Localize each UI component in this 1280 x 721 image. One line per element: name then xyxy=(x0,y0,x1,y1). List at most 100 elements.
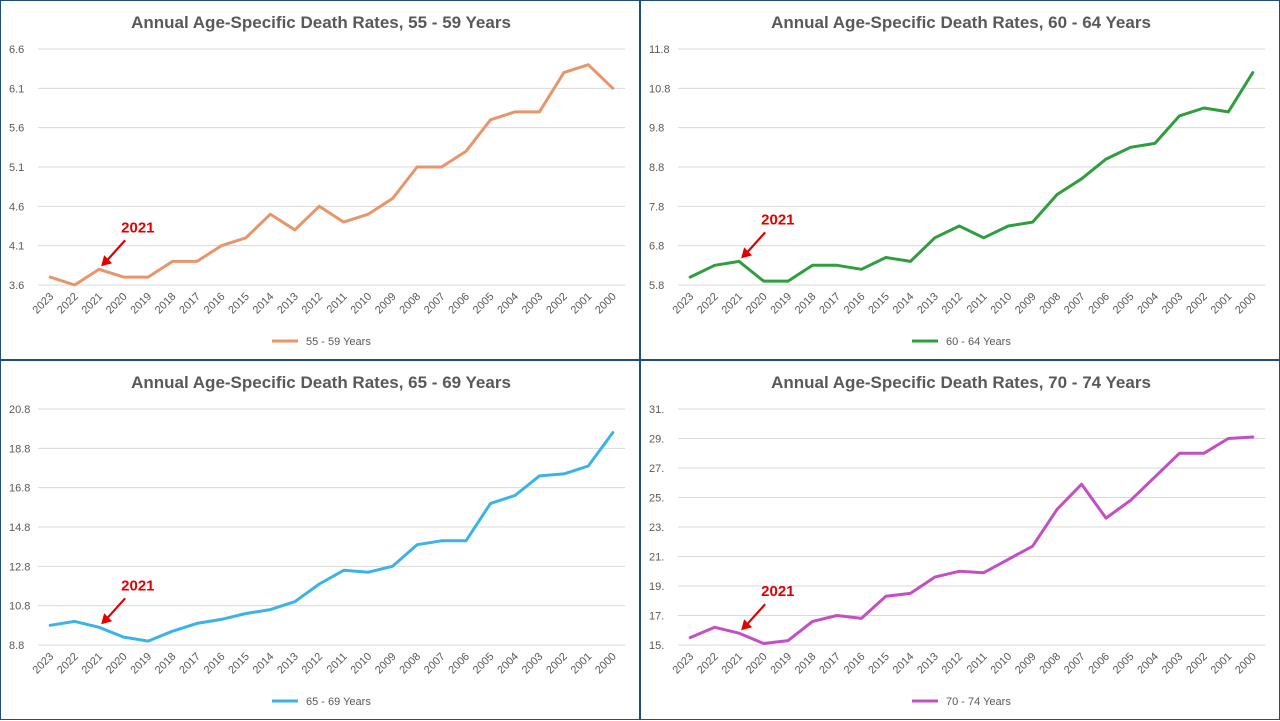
y-tick-label: 15. xyxy=(649,640,664,652)
y-tick-label: 10.8 xyxy=(9,601,30,613)
x-tick-label: 2020 xyxy=(744,291,770,317)
chart-panel-55-59: Annual Age-Specific Death Rates, 55 - 59… xyxy=(0,0,640,360)
x-tick-label: 2011 xyxy=(965,291,990,316)
x-tick-label: 2011 xyxy=(325,291,350,316)
legend-label: 65 - 69 Years xyxy=(306,696,371,708)
y-tick-label: 8.8 xyxy=(9,640,24,652)
x-tick-label: 2008 xyxy=(1037,291,1063,317)
x-tick-label: 2008 xyxy=(397,291,423,317)
chart-title: Annual Age-Specific Death Rates, 55 - 59… xyxy=(131,13,511,32)
x-tick-label: 2012 xyxy=(940,651,966,677)
annotation-label: 2021 xyxy=(121,577,154,594)
x-tick-label: 2015 xyxy=(866,291,892,317)
annotation-arrow-head xyxy=(741,619,753,631)
y-tick-label: 6.1 xyxy=(9,83,24,95)
x-tick-label: 2020 xyxy=(104,651,130,677)
x-tick-label: 2000 xyxy=(1233,651,1259,677)
series-line xyxy=(48,63,615,287)
x-tick-label: 2019 xyxy=(768,651,794,677)
x-tick-label: 2022 xyxy=(55,651,81,677)
x-tick-label: 2008 xyxy=(397,651,423,677)
x-tick-label: 2002 xyxy=(1184,651,1210,677)
series-line xyxy=(688,435,1255,645)
x-tick-label: 2023 xyxy=(31,291,57,317)
y-tick-label: 16.8 xyxy=(9,483,30,495)
y-tick-label: 31. xyxy=(649,404,664,416)
x-tick-label: 2020 xyxy=(744,651,770,677)
chart-panel-65-69: Annual Age-Specific Death Rates, 65 - 69… xyxy=(0,360,640,720)
x-tick-label: 2002 xyxy=(544,651,570,677)
y-tick-label: 12.8 xyxy=(9,561,30,573)
y-tick-label: 5.6 xyxy=(9,123,24,135)
x-tick-label: 2015 xyxy=(866,651,892,677)
x-tick-label: 2007 xyxy=(422,651,448,677)
y-tick-label: 25. xyxy=(649,493,664,505)
x-tick-label: 2022 xyxy=(695,291,721,317)
annotation-label: 2021 xyxy=(761,583,794,600)
x-tick-label: 2019 xyxy=(128,291,154,317)
chart-55-59: Annual Age-Specific Death Rates, 55 - 59… xyxy=(9,13,625,348)
x-tick-label: 2000 xyxy=(593,651,619,677)
x-tick-label: 2015 xyxy=(226,291,252,317)
x-tick-label: 2018 xyxy=(153,651,179,677)
x-tick-label: 2013 xyxy=(275,651,301,677)
x-tick-label: 2013 xyxy=(915,651,941,677)
x-tick-label: 2013 xyxy=(915,291,941,317)
x-tick-label: 2018 xyxy=(153,291,179,317)
x-tick-label: 2021 xyxy=(79,291,105,317)
chart-70-74: Annual Age-Specific Death Rates, 70 - 74… xyxy=(649,373,1265,708)
x-tick-label: 2014 xyxy=(251,291,277,317)
y-tick-label: 5.1 xyxy=(9,162,24,174)
y-tick-label: 17. xyxy=(649,611,664,623)
x-tick-label: 2004 xyxy=(495,291,521,317)
x-tick-label: 2001 xyxy=(1209,291,1235,317)
x-tick-label: 2004 xyxy=(1135,291,1161,317)
x-tick-label: 2005 xyxy=(1111,291,1137,317)
chart-panel-70-74: Annual Age-Specific Death Rates, 70 - 74… xyxy=(640,360,1280,720)
x-tick-label: 2006 xyxy=(1086,651,1112,677)
x-tick-label: 2010 xyxy=(989,291,1015,317)
x-tick-label: 2013 xyxy=(275,291,301,317)
y-tick-label: 6.8 xyxy=(649,241,664,253)
x-tick-label: 2000 xyxy=(1233,291,1259,317)
x-tick-label: 2021 xyxy=(719,291,745,317)
legend-label: 55 - 59 Years xyxy=(306,336,371,348)
series-line xyxy=(688,71,1255,283)
x-tick-label: 2022 xyxy=(695,651,721,677)
chart-65-69: Annual Age-Specific Death Rates, 65 - 69… xyxy=(9,373,625,708)
annotation-label: 2021 xyxy=(121,219,154,236)
x-tick-label: 2023 xyxy=(671,291,697,317)
x-tick-label: 2011 xyxy=(965,651,990,676)
x-tick-label: 2009 xyxy=(1013,291,1039,317)
x-tick-label: 2019 xyxy=(128,651,154,677)
chart-title: Annual Age-Specific Death Rates, 65 - 69… xyxy=(131,373,511,392)
x-tick-label: 2018 xyxy=(793,651,819,677)
x-tick-label: 2006 xyxy=(446,291,472,317)
x-tick-label: 2023 xyxy=(31,651,57,677)
annotation-arrow-shaft xyxy=(746,231,766,254)
x-tick-label: 2006 xyxy=(446,651,472,677)
x-tick-label: 2006 xyxy=(1086,291,1112,317)
chart-60-64: Annual Age-Specific Death Rates, 60 - 64… xyxy=(649,13,1265,348)
y-tick-label: 21. xyxy=(649,552,664,564)
x-tick-label: 2017 xyxy=(177,291,203,317)
y-tick-label: 11.8 xyxy=(649,44,670,56)
x-tick-label: 2003 xyxy=(520,651,546,677)
annotation-arrow-head xyxy=(741,247,753,259)
x-tick-label: 2010 xyxy=(349,651,375,677)
y-tick-label: 5.8 xyxy=(649,280,664,292)
x-tick-label: 2014 xyxy=(891,291,917,317)
x-tick-label: 2015 xyxy=(226,651,252,677)
x-tick-label: 2000 xyxy=(593,291,619,317)
y-tick-label: 27. xyxy=(649,463,664,475)
annotation-arrow-shaft xyxy=(746,603,766,625)
x-tick-label: 2010 xyxy=(349,291,375,317)
x-tick-label: 2003 xyxy=(1160,651,1186,677)
y-tick-label: 8.8 xyxy=(649,162,664,174)
y-tick-label: 9.8 xyxy=(649,123,664,135)
x-tick-label: 2007 xyxy=(422,291,448,317)
x-tick-label: 2001 xyxy=(1209,651,1235,677)
x-tick-label: 2009 xyxy=(373,651,399,677)
x-tick-label: 2001 xyxy=(569,291,595,317)
annotation-arrow-head xyxy=(101,613,113,625)
